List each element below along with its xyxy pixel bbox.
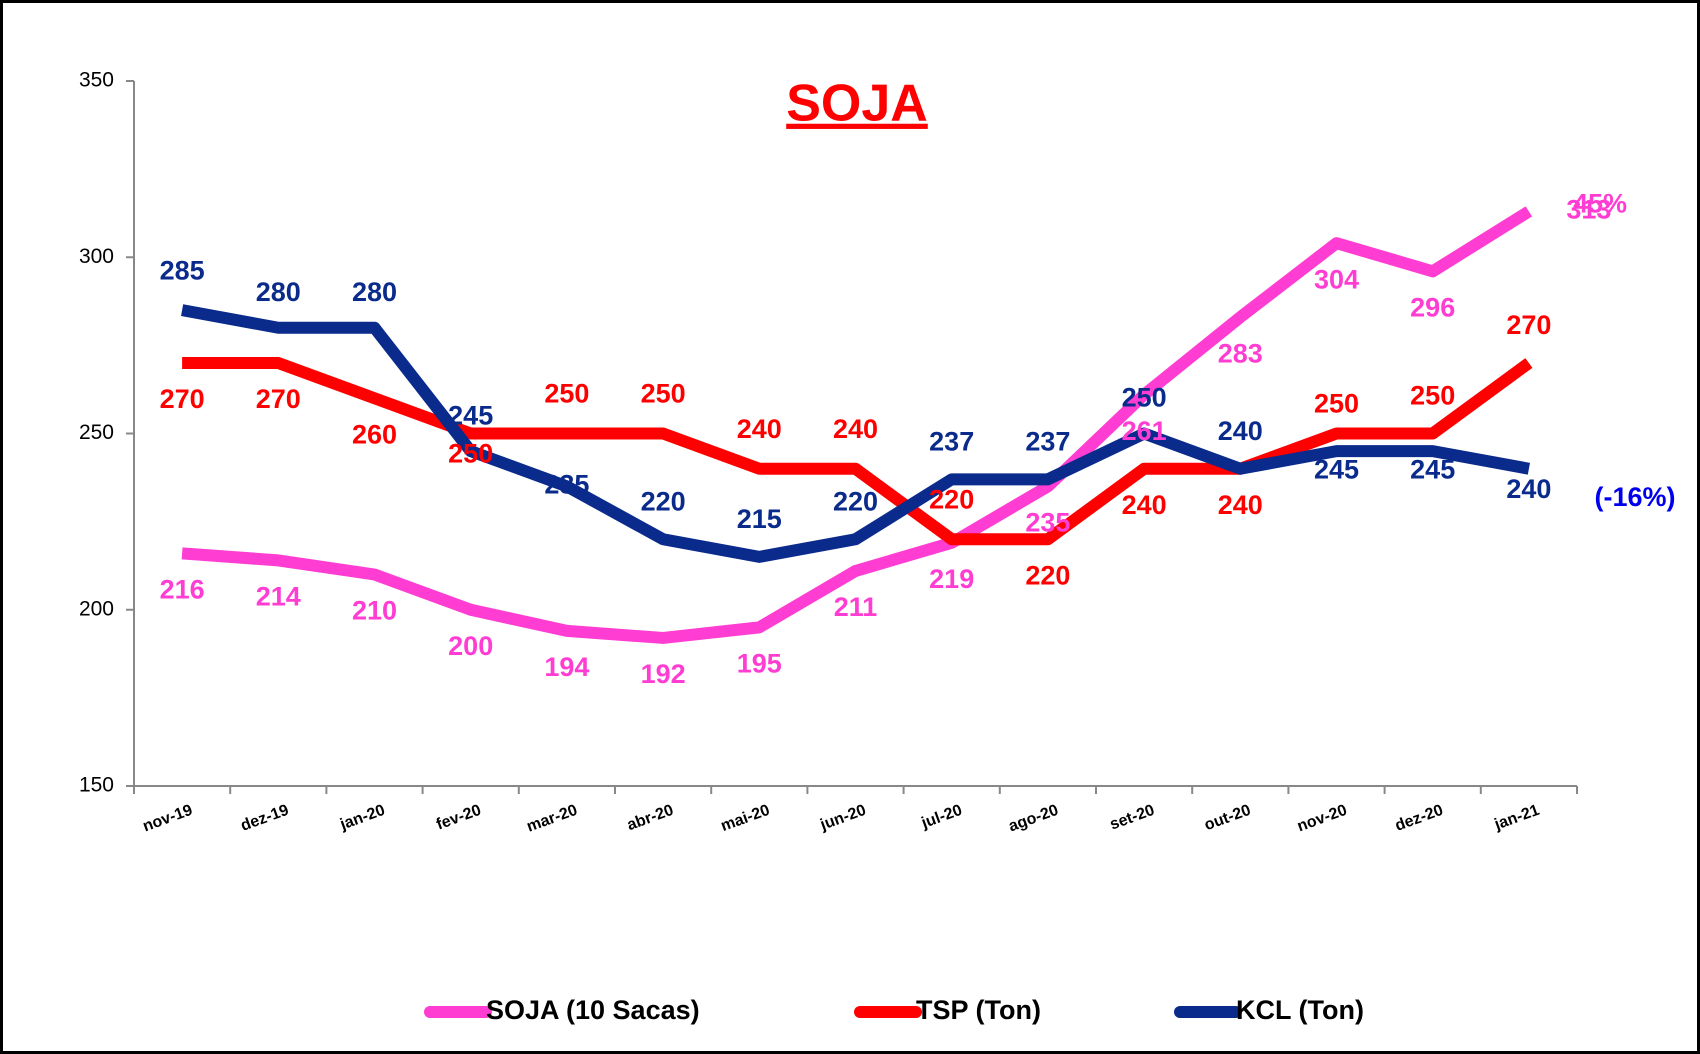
- data-label: 220: [1025, 560, 1070, 590]
- data-label: 240: [1218, 490, 1263, 520]
- legend-label: KCL (Ton): [1236, 995, 1364, 1025]
- y-tick-label: 300: [79, 245, 114, 268]
- data-label: 192: [641, 659, 686, 689]
- y-tick-label: 250: [79, 421, 114, 444]
- data-label: 270: [256, 384, 301, 414]
- data-label: 240: [737, 414, 782, 444]
- data-label: 220: [833, 486, 878, 516]
- data-label: 245: [448, 400, 493, 430]
- data-label: 237: [929, 426, 974, 456]
- data-label: 235: [544, 470, 589, 500]
- data-label: 195: [737, 649, 782, 679]
- data-label: 200: [448, 631, 493, 661]
- data-label: 250: [1410, 381, 1455, 411]
- series-line: [181, 206, 1533, 644]
- data-label: 215: [737, 504, 782, 534]
- data-label: 296: [1410, 292, 1455, 322]
- data-label: 280: [256, 277, 301, 307]
- data-label: 211: [834, 592, 878, 622]
- legend-label: TSP (Ton): [916, 995, 1041, 1025]
- legend-label: SOJA (10 Sacas): [486, 995, 700, 1025]
- series-line: [182, 357, 1533, 546]
- data-label: 220: [929, 484, 974, 514]
- annotation: (-16%): [1594, 482, 1675, 512]
- data-label: 250: [1314, 389, 1359, 419]
- data-label: 194: [544, 652, 589, 682]
- chart-title: SOJA: [786, 75, 928, 133]
- data-label: 270: [1506, 310, 1551, 340]
- data-label: 216: [160, 574, 205, 604]
- series-line: [181, 304, 1530, 563]
- annotation: 45%: [1573, 189, 1627, 219]
- data-label: 235: [1025, 508, 1070, 538]
- data-label: 280: [352, 277, 397, 307]
- y-tick-label: 350: [79, 69, 114, 92]
- data-label: 210: [352, 596, 397, 626]
- data-label: 250: [448, 439, 493, 469]
- data-label: 240: [1218, 416, 1263, 446]
- data-label: 245: [1410, 454, 1455, 484]
- y-tick-label: 150: [79, 774, 114, 797]
- data-label: 219: [929, 564, 974, 594]
- data-label: 260: [352, 419, 397, 449]
- data-label: 285: [160, 255, 205, 285]
- y-tick-label: 200: [79, 597, 114, 620]
- data-label: 313: [1566, 195, 1611, 225]
- data-label: 250: [641, 379, 686, 409]
- data-label: 240: [833, 414, 878, 444]
- data-label: 304: [1314, 264, 1359, 294]
- data-label: 240: [1122, 490, 1167, 520]
- data-label: 220: [641, 486, 686, 516]
- data-label: 283: [1218, 338, 1263, 368]
- data-label: 261: [1122, 416, 1167, 446]
- data-label: 250: [1122, 383, 1167, 413]
- data-label: 270: [160, 384, 205, 414]
- data-label: 250: [544, 379, 589, 409]
- data-label: 240: [1506, 474, 1551, 504]
- data-label: 237: [1025, 426, 1070, 456]
- data-label: 214: [256, 582, 301, 612]
- data-label: 245: [1314, 454, 1359, 484]
